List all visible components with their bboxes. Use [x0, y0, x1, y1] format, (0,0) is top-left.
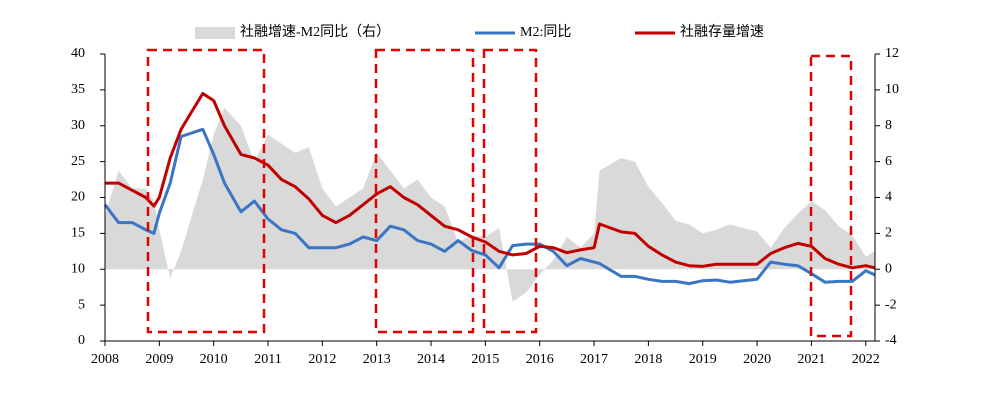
y-tick-label: 0 [78, 333, 85, 348]
x-tick-label: 2018 [634, 352, 662, 367]
highlight-box [374, 48, 475, 334]
y-tick-label: 35 [71, 82, 85, 97]
legend-item: 社融增速-M2同比（右） [195, 24, 390, 40]
x-tick-label: 2014 [417, 352, 445, 367]
y2-tick-label: 2 [885, 226, 892, 241]
y-tick-label: 20 [71, 190, 85, 205]
x-tick-label: 2011 [254, 352, 281, 367]
x-tick-label: 2012 [308, 352, 336, 367]
x-tick-label: 2013 [363, 352, 391, 367]
y2-tick-label: 12 [885, 46, 899, 61]
y-tick-label: 25 [71, 154, 85, 169]
x-tick-label: 2008 [91, 352, 119, 367]
y2-tick-label: 10 [885, 82, 899, 97]
legend-item: M2:同比 [475, 24, 571, 40]
y-tick-label: 30 [71, 118, 85, 133]
plot [103, 92, 876, 302]
area [105, 107, 875, 302]
y-tick-label: 15 [71, 226, 85, 241]
legend-label: M2:同比 [520, 24, 571, 40]
x-tick-label: 2020 [743, 352, 771, 367]
x-tick-label: 2022 [852, 352, 880, 367]
y2-tick-label: 8 [885, 118, 892, 133]
y2-tick-label: -2 [885, 297, 897, 312]
y2-tick-label: -4 [885, 333, 897, 348]
x-tick-label: 2009 [145, 352, 173, 367]
highlight-box [809, 54, 853, 338]
x-tick-label: 2019 [689, 352, 717, 367]
legend-label: 社融存量增速 [680, 24, 764, 40]
highlight-box [146, 48, 266, 334]
highlight-boxes [146, 48, 853, 338]
y-tick-label: 40 [71, 46, 85, 61]
y2-tick-label: 6 [885, 154, 892, 169]
y-tick-label: 10 [71, 261, 85, 276]
x-tick-label: 2017 [580, 352, 608, 367]
line [103, 127, 876, 286]
x-tick-label: 2021 [797, 352, 825, 367]
y2-tick-label: 0 [885, 261, 892, 276]
legend-item: 社融存量增速 [635, 24, 764, 40]
legend-swatch [195, 27, 235, 39]
highlight-box [482, 48, 538, 334]
x-tick-label: 2010 [200, 352, 228, 367]
legend-label: 社融增速-M2同比（右） [240, 24, 390, 40]
x-tick-label: 2015 [471, 352, 499, 367]
y-tick-label: 5 [78, 297, 85, 312]
line [105, 92, 876, 270]
x-tick-label: 2016 [526, 352, 554, 367]
y2-tick-label: 4 [885, 190, 892, 205]
